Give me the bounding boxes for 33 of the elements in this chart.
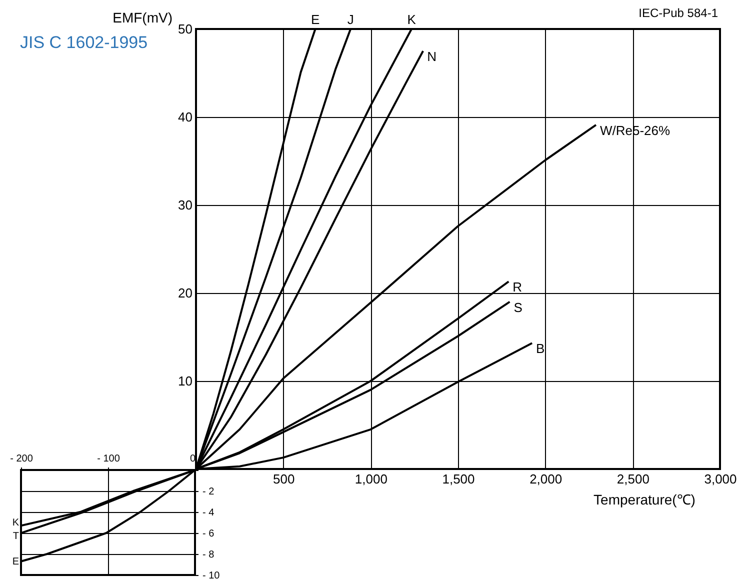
x-tick-label: - 100 xyxy=(97,454,120,464)
y-tick-label: - 6 xyxy=(202,528,215,540)
y-axis-title: EMF(mV) xyxy=(112,10,172,26)
series-label: N xyxy=(427,49,436,64)
series-label: E xyxy=(12,556,20,568)
x-tick-label: 0 xyxy=(190,454,196,464)
y-tick-label: - 2 xyxy=(202,486,215,498)
y-tick-label: 30 xyxy=(178,198,192,212)
series-label: R xyxy=(512,280,522,295)
x-tick-label: - 200 xyxy=(10,454,34,464)
y-tick-label: - 10 xyxy=(202,570,220,582)
chart-subtitle: JIS C 1602-1995 xyxy=(20,33,148,53)
text: IEC-Pub 584-1 xyxy=(638,6,718,20)
y-tick-label: - 4 xyxy=(202,508,215,518)
y-tick-label: 50 xyxy=(178,22,192,36)
series-label: J xyxy=(347,12,354,27)
x-tick-label: 2,500 xyxy=(616,472,650,486)
x-tick-label: 1,500 xyxy=(442,472,475,486)
x-tick-label: 3,000 xyxy=(704,472,737,486)
x-tick-label: 500 xyxy=(272,472,295,486)
series-label: E xyxy=(310,12,320,27)
y-tick-label: - 8 xyxy=(202,550,215,560)
series-label: S xyxy=(514,300,523,315)
x-axis-title: Temperature(℃) xyxy=(594,492,696,508)
y-tick-label: 40 xyxy=(178,110,192,124)
series-label: K xyxy=(12,518,20,529)
y-tick-label: 20 xyxy=(178,286,192,300)
series-label: T xyxy=(12,531,19,542)
x-tick-label: 2,000 xyxy=(530,472,562,486)
y-tick-label: 10 xyxy=(178,374,192,388)
series-label: K xyxy=(407,12,416,27)
series-label: B xyxy=(536,341,545,356)
x-tick-label: 1,000 xyxy=(354,472,388,486)
